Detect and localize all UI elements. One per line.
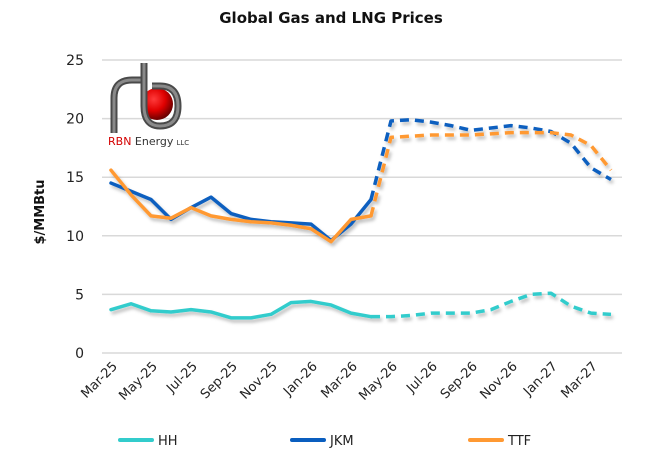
logo-brand-rest: Energy [131, 135, 173, 148]
logo-pipe-icon [110, 63, 182, 133]
y-tick-label: 0 [75, 346, 84, 362]
logo-text: RBN Energy LLC [108, 135, 189, 148]
legend: HH JKM TTF [118, 434, 531, 449]
y-tick-label: 5 [75, 287, 84, 303]
jkm-actual-line [109, 181, 373, 243]
x-tick-label: Jan-26 [280, 359, 321, 400]
x-tick-label: Jul-25 [163, 359, 200, 396]
jkm-forecast-line [369, 118, 612, 200]
x-tick-label: Jul-26 [403, 359, 440, 396]
logo-red-ball [141, 88, 173, 120]
y-tick-label: 20 [66, 112, 84, 128]
y-tick-label: 25 [66, 53, 84, 69]
legend-label-hh: HH [158, 434, 178, 449]
logo-brand-red: RBN [108, 135, 131, 148]
series-lines [109, 118, 613, 320]
gridlines [102, 59, 622, 354]
x-tick-label: Nov-25 [238, 359, 281, 402]
legend-item-ttf: TTF [468, 434, 531, 449]
ttf-forecast-line [369, 130, 613, 217]
y-axis-label: $/MMBtu [33, 179, 48, 244]
x-tick-label: Sep-25 [198, 359, 241, 402]
x-tick-label: Nov-26 [478, 359, 521, 402]
hh-forecast-line [371, 291, 612, 319]
x-tick-label: Jan-27 [520, 359, 561, 400]
y-tick-labels: 0 5 10 15 20 25 [66, 53, 84, 362]
ttf-actual-line [109, 168, 373, 244]
legend-label-jkm: JKM [329, 434, 354, 449]
x-tick-label: Mar-26 [318, 359, 360, 401]
logo-suffix: LLC [176, 139, 189, 147]
y-tick-label: 10 [66, 229, 84, 245]
x-tick-label: May-25 [116, 359, 160, 403]
legend-label-ttf: TTF [507, 434, 531, 449]
x-tick-label: Mar-27 [558, 359, 600, 401]
y-tick-label: 15 [66, 170, 84, 186]
chart-title: Global Gas and LNG Prices [219, 9, 443, 27]
rbn-energy-logo: RBN Energy LLC [108, 63, 189, 148]
x-tick-label: May-26 [356, 359, 400, 403]
legend-item-hh: HH [118, 434, 178, 449]
x-tick-label: Sep-26 [438, 359, 481, 402]
hh-actual-line [109, 299, 373, 320]
legend-item-jkm: JKM [290, 434, 354, 449]
x-tick-label: Mar-25 [78, 359, 120, 401]
